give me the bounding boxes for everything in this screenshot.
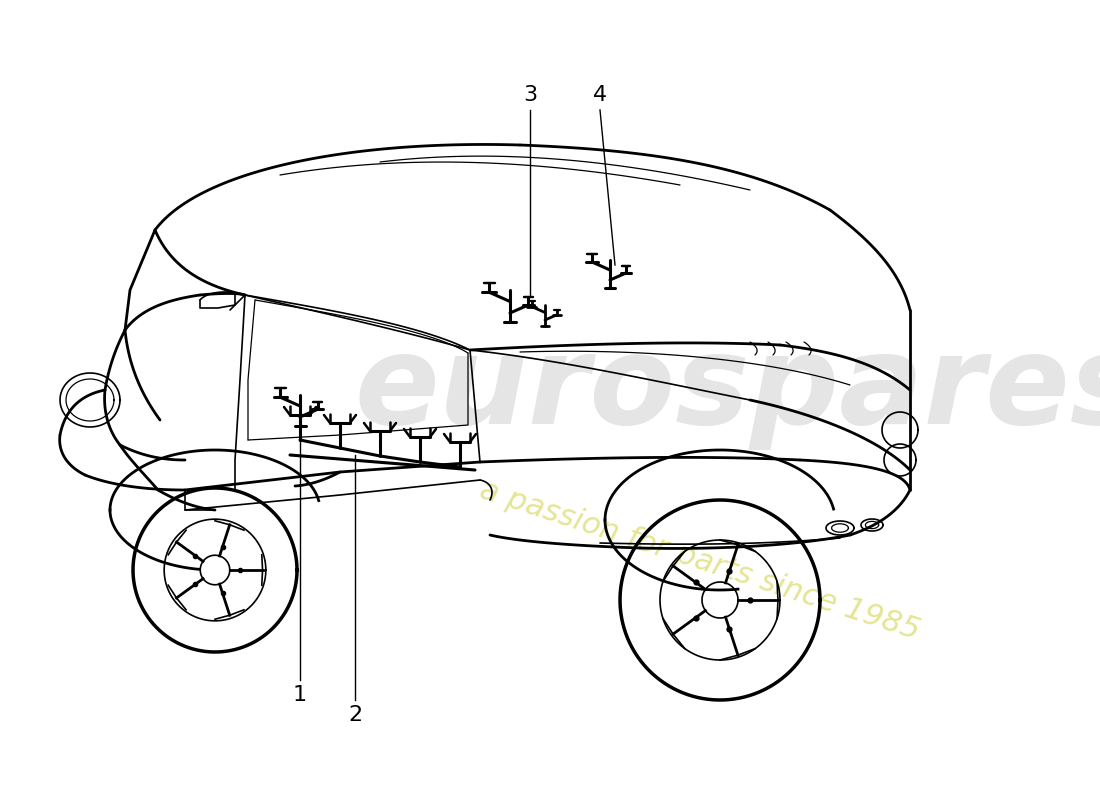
Text: 3: 3 xyxy=(522,85,537,105)
Text: eurospares: eurospares xyxy=(355,330,1100,450)
Text: a passion for parts since 1985: a passion for parts since 1985 xyxy=(476,475,924,645)
Text: 4: 4 xyxy=(593,85,607,105)
Text: 1: 1 xyxy=(293,685,307,705)
Text: 2: 2 xyxy=(348,705,362,725)
